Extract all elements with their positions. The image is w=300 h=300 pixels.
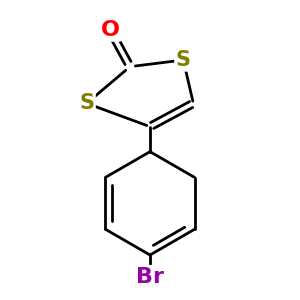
Text: S: S: [176, 50, 191, 70]
Text: S: S: [79, 93, 94, 113]
Text: O: O: [100, 20, 119, 40]
Text: Br: Br: [136, 267, 164, 287]
